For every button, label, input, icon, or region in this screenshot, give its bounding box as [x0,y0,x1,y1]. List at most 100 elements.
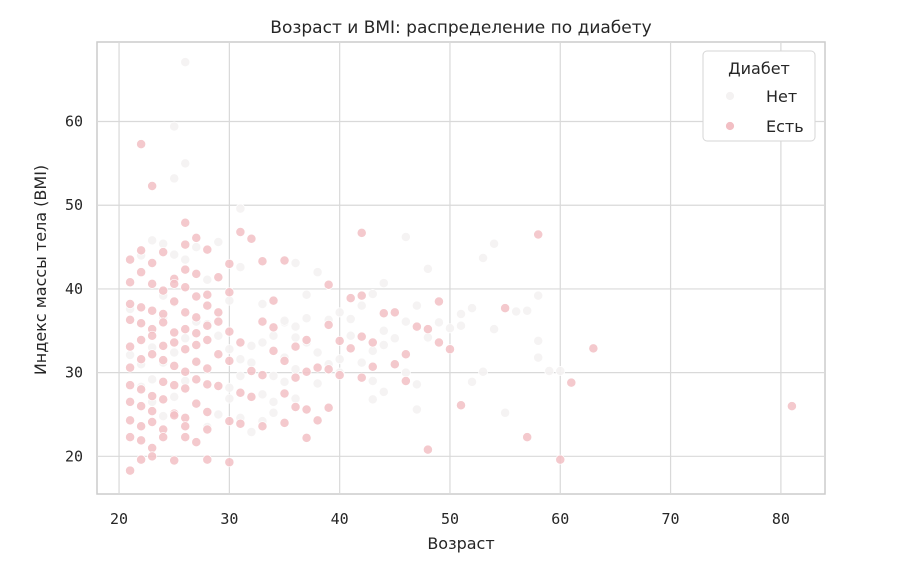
data-point [136,354,147,365]
data-point [125,432,136,443]
data-point [235,337,246,348]
data-point [125,341,136,352]
chart-title: Возраст и BMI: распределение по диабету [270,18,651,38]
data-point [301,313,312,324]
data-point [356,300,367,311]
data-point [378,308,389,319]
data-point [400,376,411,386]
data-point [147,417,158,427]
data-point [125,396,136,407]
data-point [147,451,158,462]
data-point [522,432,533,443]
data-point [180,432,191,443]
data-point [235,354,246,365]
data-point [511,306,522,317]
data-point [345,330,356,341]
data-point [478,366,489,377]
legend-title: Диабет [728,59,790,78]
data-point [180,383,191,394]
data-point [235,371,246,381]
data-point [400,367,411,378]
data-point [533,352,544,363]
data-point [411,379,422,390]
legend-box [702,50,816,142]
data-point [433,337,444,348]
data-point [202,363,213,374]
data-point [125,362,136,373]
data-point [290,401,301,412]
data-point [290,364,301,375]
data-point [345,293,356,304]
data-point [169,380,180,391]
data-point [279,417,290,428]
x-tick-labels: 20 30 40 50 60 70 80 [110,510,790,528]
data-point [202,454,213,465]
data-point [345,314,356,325]
data-point [389,359,400,370]
data-point [500,407,511,418]
data-point [389,333,400,344]
data-point [180,239,191,250]
data-point [268,407,279,418]
data-point [169,347,180,358]
data-point [533,290,544,301]
data-point [345,343,356,354]
data-point [202,379,213,390]
data-point [555,454,566,465]
data-point [544,366,555,376]
data-point [257,299,268,309]
data-point [169,455,180,466]
data-point [555,366,566,376]
data-point [268,295,279,306]
data-point [213,307,224,318]
data-point [180,324,191,335]
data-point [268,371,279,381]
data-point [367,288,378,299]
data-point [246,233,257,244]
data-point [213,381,224,391]
data-point [268,345,279,356]
data-point [422,263,433,274]
data-point [235,203,246,214]
data-point [191,398,202,409]
data-point [169,173,180,184]
data-point [169,249,180,260]
data-point [290,341,301,352]
data-point [158,317,169,328]
data-point [125,254,136,265]
y-tick-label: 60 [65,113,83,131]
data-point [268,330,279,341]
data-point [445,323,455,334]
data-point [422,332,433,343]
data-point [169,410,180,421]
data-point [467,376,477,387]
data-point [147,305,158,316]
data-point [290,393,301,404]
data-point [147,443,158,453]
data-point [400,232,411,242]
x-tick-label: 20 [110,510,128,528]
data-point [467,303,477,314]
data-point [191,437,202,448]
data-point [224,416,235,427]
data-point [136,139,147,150]
data-point [125,314,136,325]
data-point [158,340,169,351]
data-point [290,258,301,268]
data-point [235,387,246,398]
data-point [147,349,158,360]
data-point [301,404,312,415]
data-point [290,372,301,383]
data-point [411,404,422,415]
data-point [367,345,378,356]
data-point [378,340,389,350]
data-point [147,278,158,289]
y-tick-labels: 20 30 40 50 60 [65,113,83,466]
data-point [180,421,191,432]
data-point [356,290,367,301]
data-point [433,296,444,307]
data-point [147,330,158,341]
data-point [147,258,158,268]
data-point [180,333,191,344]
data-point [180,264,191,275]
